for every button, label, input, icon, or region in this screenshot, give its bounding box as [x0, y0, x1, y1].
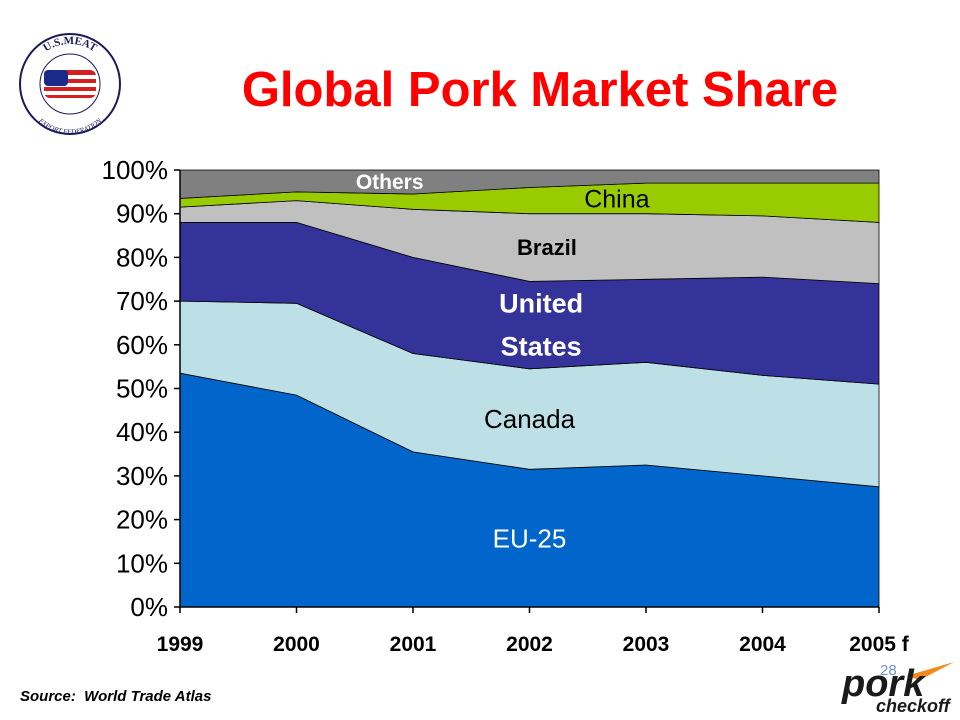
y-tick-label: 10%	[116, 548, 168, 578]
x-tick-label: 2000	[273, 633, 320, 656]
y-tick-label: 0%	[130, 592, 168, 622]
source-note: Source: World Trade Atlas	[20, 688, 212, 705]
series-label-brazil: Brazil	[517, 235, 577, 260]
y-tick-label: 70%	[116, 286, 168, 316]
x-tick-label: 2002	[506, 633, 553, 656]
y-tick-label: 90%	[116, 199, 168, 229]
page-number: 28	[880, 662, 897, 679]
pork-logo-word: pork	[841, 663, 926, 705]
y-tick-label: 40%	[116, 417, 168, 447]
series-label-canada: Canada	[484, 404, 576, 434]
pork-logo-sub: checkoff	[876, 696, 952, 716]
x-tick-label: 1999	[157, 633, 204, 656]
chart-series-labels: EU-25 Canada United States Brazil China Others	[356, 171, 650, 553]
chart-axes: 0% 10% 20% 30% 40% 50% 60% 70% 80% 90% 100% 1999 200…	[102, 155, 910, 656]
x-tick-label: 2003	[623, 633, 670, 656]
usmef-logo-icon: U.S.MEAT EXPORT FEDERATION	[19, 33, 121, 136]
series-label-china: China	[584, 186, 649, 214]
chart-areas	[179, 169, 880, 608]
y-tick-label: 30%	[116, 461, 168, 491]
usmef-logo-top-text: U.S.MEAT	[41, 35, 99, 55]
y-tick-label: 100%	[102, 155, 169, 185]
y-tick-label: 60%	[116, 330, 168, 360]
svg-text:U.S.MEAT: U.S.MEAT	[41, 35, 99, 55]
area-series-others	[179, 169, 880, 199]
x-tick-label: 2004	[739, 633, 786, 656]
y-tick-label: 20%	[116, 505, 168, 535]
series-label-eu-25: EU-25	[493, 523, 567, 553]
series-label-united-states: States	[501, 332, 582, 362]
series-label-united-states: United	[499, 289, 583, 319]
x-tick-label: 2005 f	[849, 633, 910, 656]
x-tick-label: 2001	[390, 633, 437, 656]
y-tick-label: 50%	[116, 374, 168, 404]
series-label-others: Others	[356, 171, 424, 194]
y-tick-label: 80%	[116, 242, 168, 272]
pork-checkoff-logo-icon: pork checkoff	[841, 662, 954, 716]
page-title: Global Pork Market Share	[241, 63, 839, 117]
